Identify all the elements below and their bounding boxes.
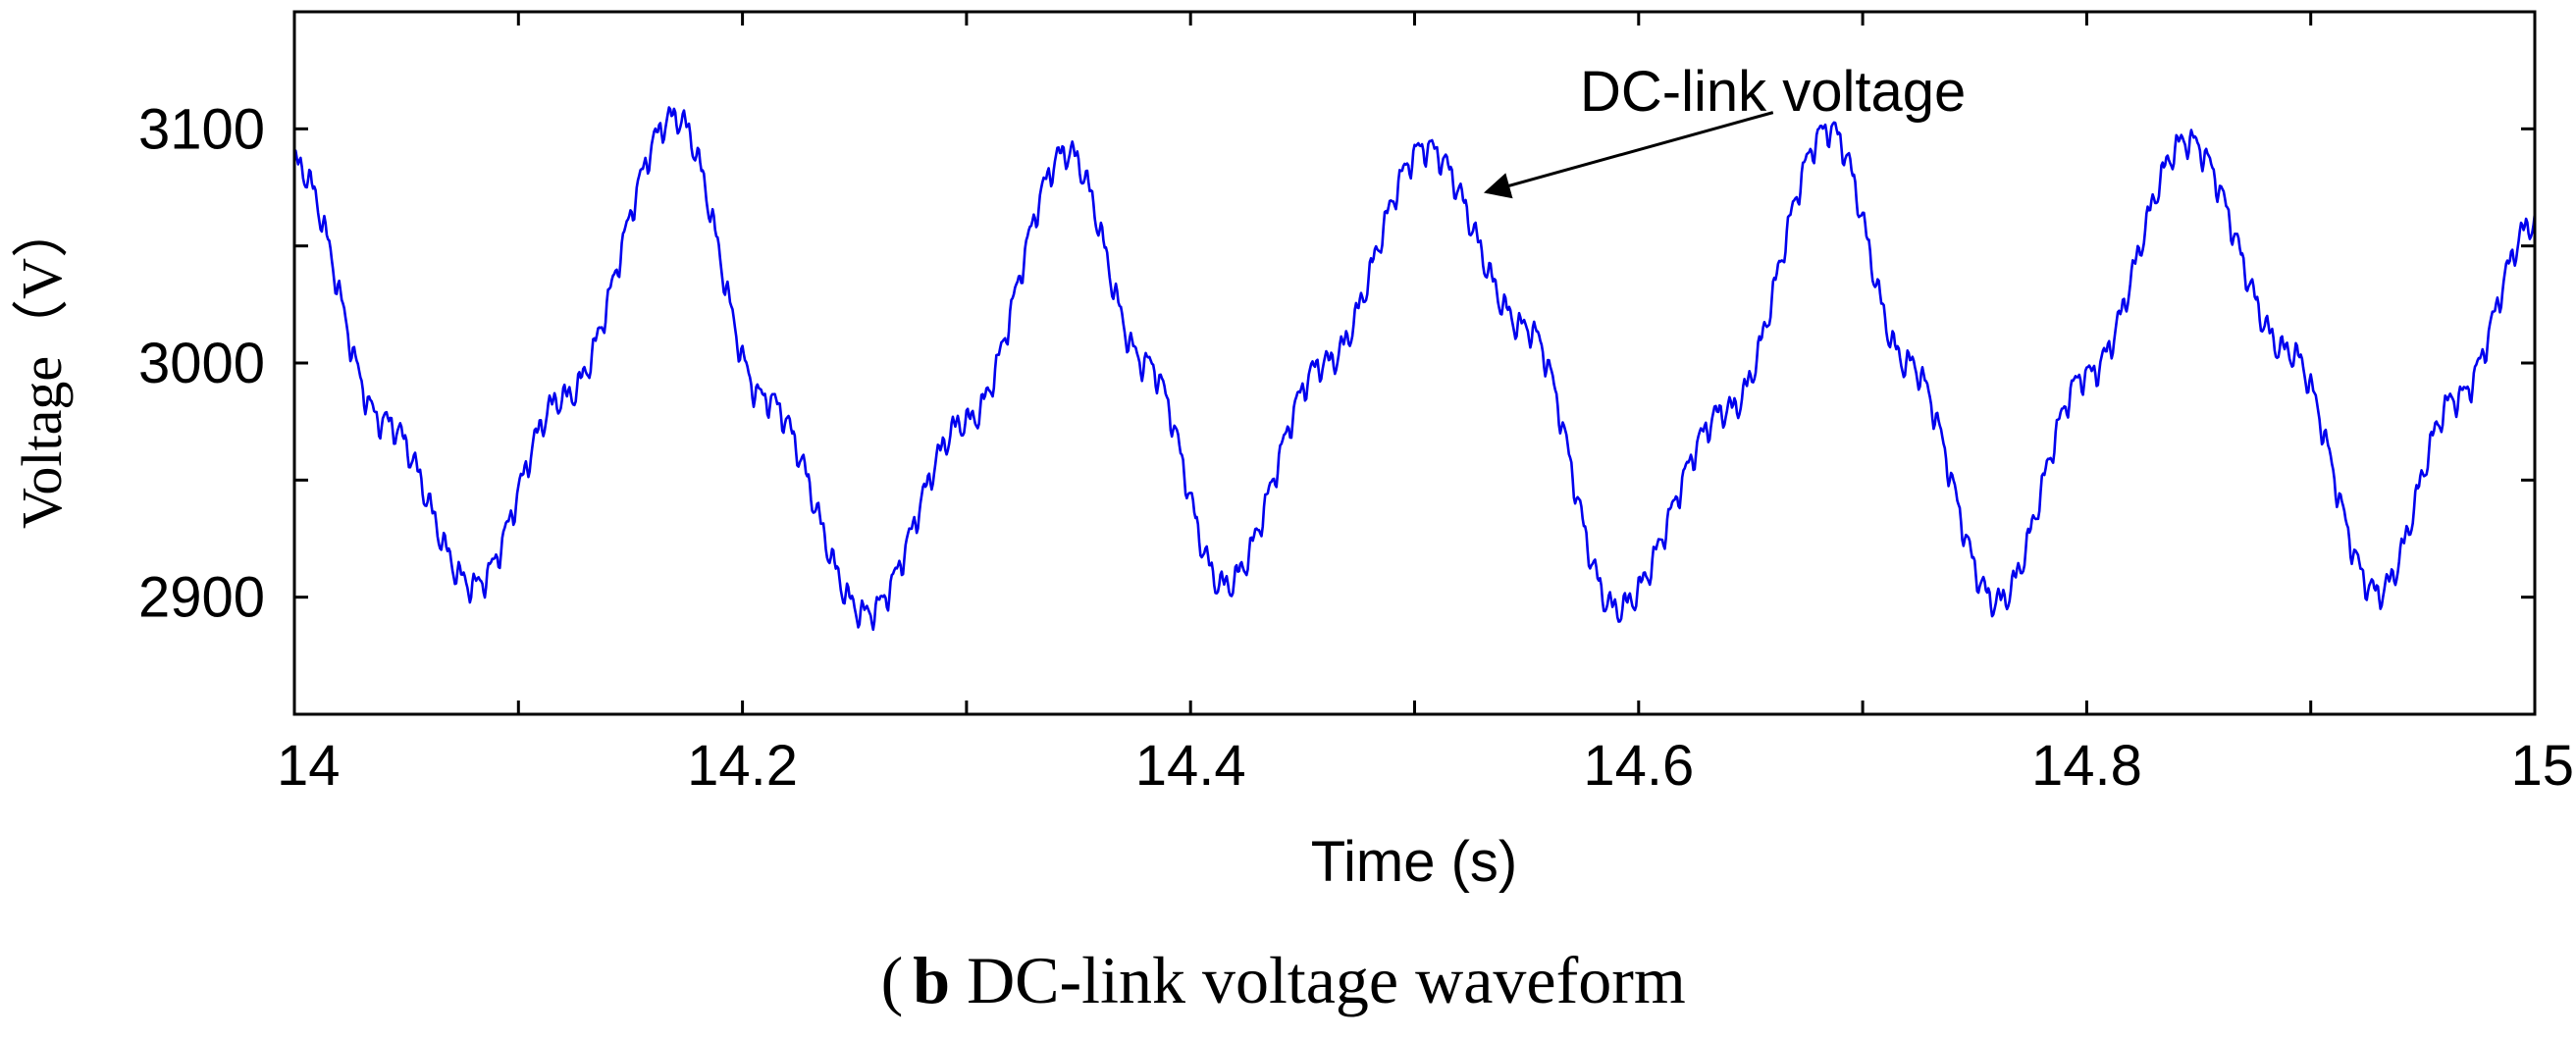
caption-letter: b — [913, 943, 950, 1017]
x-tick-label-14.4: 14.4 — [1135, 734, 1246, 798]
series-dc-link-voltage-line — [294, 106, 2535, 632]
annotation-arrow — [1483, 111, 1774, 199]
y-axis-label: Voltage（V） — [10, 201, 74, 529]
annotation-dc-link-voltage: DC-link voltage — [1580, 60, 1966, 124]
y-axis-ticks — [294, 127, 2535, 599]
plot-frame — [292, 10, 2537, 716]
y-tick-labels: 2900 3000 3100 — [138, 97, 265, 629]
y-tick-label-2900: 2900 — [138, 566, 265, 630]
x-tick-label-14.2: 14.2 — [687, 734, 798, 798]
y-tick-label-3000: 3000 — [138, 332, 265, 395]
x-axis-label: Time (s) — [1311, 830, 1517, 894]
figure-caption: b DC-link voltage waveform — [913, 943, 1686, 1017]
x-tick-label-14.8: 14.8 — [2031, 734, 2142, 798]
y-tick-label-3100: 3100 — [138, 97, 265, 161]
x-axis-ticks — [292, 12, 2537, 714]
x-tick-label-14: 14 — [277, 734, 341, 798]
caption-text: DC-link voltage waveform — [950, 943, 1686, 1017]
caption-paren-open: ( — [881, 943, 904, 1017]
x-tick-label-14.6: 14.6 — [1583, 734, 1694, 798]
x-tick-labels: 14 14.2 14.4 14.6 14.8 15 — [277, 734, 2574, 798]
x-tick-label-15: 15 — [2510, 734, 2574, 798]
